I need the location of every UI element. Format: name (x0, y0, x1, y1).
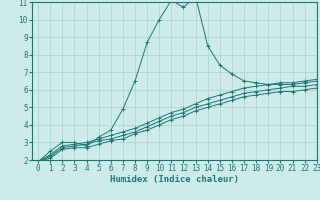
X-axis label: Humidex (Indice chaleur): Humidex (Indice chaleur) (110, 175, 239, 184)
